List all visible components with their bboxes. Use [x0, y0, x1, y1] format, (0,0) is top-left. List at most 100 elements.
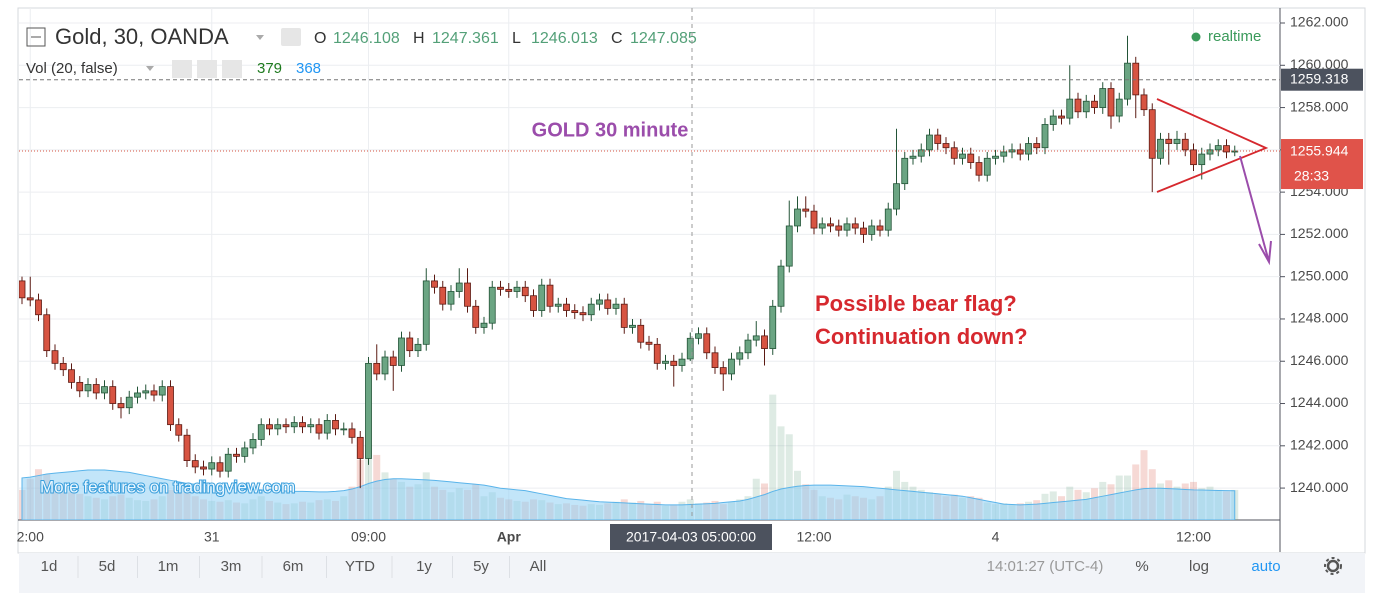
candle-body: [893, 183, 900, 210]
candle-body: [68, 369, 75, 383]
ohlc-key: L: [512, 30, 521, 47]
candle-body: [1066, 98, 1074, 119]
range-button[interactable]: 1y: [416, 558, 432, 575]
candle-body: [348, 428, 356, 438]
range-button[interactable]: 5d: [99, 558, 116, 575]
candle-body: [464, 282, 471, 307]
status-dot: [1191, 32, 1201, 42]
settings-gear[interactable]: [1324, 557, 1342, 575]
candle-body: [299, 422, 306, 428]
candle-body: [191, 460, 199, 468]
volume-ma-area: [21, 469, 1236, 520]
candle-body: [208, 462, 216, 470]
ohlc-key: C: [611, 30, 623, 47]
crosshair-time: 2017-04-03 05:00:00: [626, 529, 756, 545]
ohlc-value: 1246.108: [333, 30, 400, 47]
candle-body: [1140, 94, 1148, 111]
candle-body: [1000, 151, 1008, 157]
candle-body: [728, 358, 735, 375]
gear[interactable]: [1324, 557, 1342, 575]
countdown: 28:33: [1294, 168, 1329, 184]
close-icon[interactable]: [222, 60, 242, 78]
candle-body: [629, 324, 636, 328]
gear[interactable]: [1326, 559, 1340, 573]
candle-body: [1190, 149, 1197, 166]
eye-icon[interactable]: [172, 60, 192, 78]
status: realtime: [1208, 28, 1261, 45]
settings-icon[interactable]: [197, 60, 217, 78]
candle-body: [216, 462, 224, 472]
range-button[interactable]: YTD: [345, 558, 375, 575]
candle-body: [884, 208, 892, 231]
candle-body: [1115, 98, 1123, 117]
y-tick-label: 1260.000: [1290, 56, 1349, 72]
y-tick-label: 1240.000: [1290, 479, 1349, 495]
y-tick-label: 1244.000: [1290, 394, 1349, 410]
candle-body: [909, 155, 917, 159]
candle-body: [563, 303, 570, 311]
candle-body: [1157, 138, 1164, 159]
candle-body: [926, 134, 933, 151]
candle-body: [827, 223, 834, 227]
candle-body: [670, 360, 678, 366]
toolbar-buttons: 1d 5d 1m 3m 6m YTD 1y 5y All% log auto: [41, 556, 1281, 578]
candle-body: [604, 299, 612, 309]
y-tick-label: 1252.000: [1290, 225, 1349, 241]
candle-body: [389, 356, 397, 366]
volume-pane: [19, 394, 1239, 520]
candle-body: [307, 424, 315, 428]
candle-body: [266, 424, 273, 430]
candle-body: [422, 280, 430, 345]
option-button[interactable]: log: [1189, 558, 1209, 575]
candle-body: [19, 280, 26, 299]
range-button[interactable]: 1d: [41, 558, 58, 575]
candle-body: [381, 356, 389, 375]
candle-body: [546, 284, 554, 307]
volume-bar: [777, 426, 785, 520]
candle-body: [794, 208, 801, 227]
candle-body: [802, 208, 810, 212]
watermark[interactable]: More features on tradingview.com: [39, 476, 296, 497]
candle-body: [777, 265, 785, 307]
candle-body: [249, 439, 257, 449]
candle-body: [761, 335, 768, 349]
candle-body: [645, 341, 653, 345]
range-button[interactable]: 3m: [221, 558, 242, 575]
range-button[interactable]: 6m: [283, 558, 304, 575]
candle-body: [1107, 88, 1115, 117]
candle-body: [1049, 115, 1057, 125]
candle-body: [35, 299, 42, 316]
candle-body: [868, 225, 876, 235]
candle-body: [125, 396, 133, 409]
arrow-drawing: [1239, 155, 1272, 266]
candle-body: [711, 352, 719, 368]
range-button[interactable]: All: [530, 558, 547, 575]
candle-body: [1148, 109, 1156, 159]
candle-body: [934, 134, 942, 144]
candle-body: [26, 297, 34, 301]
dropdown[interactable]: [146, 66, 154, 71]
candle-body: [1206, 149, 1214, 155]
candle-body: [134, 392, 141, 398]
candle-body: [175, 424, 183, 436]
candle-body: [92, 384, 100, 394]
range-button[interactable]: 1m: [158, 558, 179, 575]
candle-body: [398, 337, 405, 366]
candle-body: [431, 280, 438, 288]
dropdown[interactable]: [256, 35, 264, 40]
candle-body: [43, 314, 51, 352]
y-tick-label: 1258.000: [1290, 98, 1349, 114]
triangle-drawing: [1156, 98, 1269, 193]
last-price-box: [1281, 139, 1363, 190]
range-button[interactable]: 5y: [473, 558, 489, 575]
option-button[interactable]: auto: [1251, 558, 1280, 575]
candle-body: [224, 453, 232, 472]
candle-body: [719, 367, 727, 375]
candle-body: [620, 303, 628, 328]
eye-icon[interactable]: [281, 28, 301, 46]
volume-bar: [1140, 450, 1148, 520]
candle-body: [480, 322, 488, 328]
option-button[interactable]: %: [1135, 558, 1148, 575]
collapse-icon[interactable]: [26, 27, 46, 47]
y-tick-label: 1250.000: [1290, 267, 1349, 283]
